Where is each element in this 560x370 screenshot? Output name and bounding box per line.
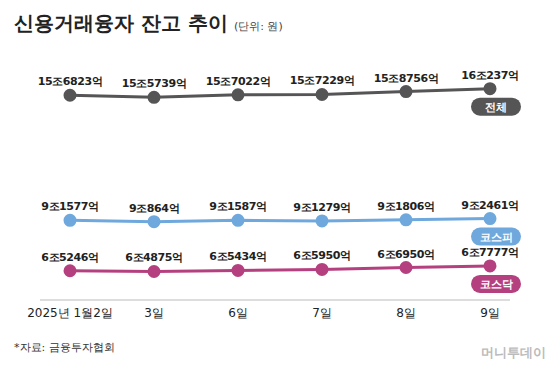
html-text:머니투데이: 머니투데이 <box>481 345 546 360</box>
svg-text:15조7022억: 15조7022억 <box>206 75 271 88</box>
svg-text:15조8756억: 15조8756억 <box>374 72 439 85</box>
svg-text:15조6823억: 15조6823억 <box>38 75 103 88</box>
svg-text:6일: 6일 <box>228 306 248 320</box>
svg-text:6조5434억: 6조5434억 <box>209 250 266 263</box>
svg-text:3일: 3일 <box>144 306 164 320</box>
html-text:신용거래융자 잔고 추이 (단위: 원): 신용거래융자 잔고 추이 (단위: 원) <box>14 11 283 35</box>
svg-text:9조1587억: 9조1587억 <box>209 200 266 213</box>
svg-text:9조1806억: 9조1806억 <box>377 200 434 213</box>
svg-text:7일: 7일 <box>312 306 332 320</box>
svg-text:15조7229억: 15조7229억 <box>290 74 355 87</box>
svg-text:16조237억: 16조237억 <box>461 69 518 82</box>
svg-text:코스피: 코스피 <box>480 231 513 244</box>
svg-text:15조5739억: 15조5739억 <box>122 77 187 90</box>
html-text:*자료: 금융투자협회: *자료: 금융투자협회 <box>14 341 115 354</box>
svg-text:9조1279억: 9조1279억 <box>293 201 350 214</box>
svg-text:9조1577억: 9조1577억 <box>41 200 98 213</box>
svg-text:6조6950억: 6조6950억 <box>377 248 434 261</box>
svg-text:코스닥: 코스닥 <box>480 278 513 291</box>
svg-text:전체: 전체 <box>485 101 507 114</box>
svg-text:6조7777억: 6조7777억 <box>461 246 518 259</box>
svg-text:2025년 1월2일: 2025년 1월2일 <box>27 306 113 320</box>
svg-text:8일: 8일 <box>396 306 416 320</box>
svg-text:6조5246억: 6조5246억 <box>41 251 98 264</box>
svg-text:9조2461억: 9조2461억 <box>461 199 518 212</box>
svg-text:9일: 9일 <box>480 306 500 320</box>
svg-text:6조4875억: 6조4875억 <box>125 251 182 264</box>
svg-text:6조5950억: 6조5950억 <box>293 249 350 262</box>
svg-text:9조864억: 9조864억 <box>129 202 179 215</box>
